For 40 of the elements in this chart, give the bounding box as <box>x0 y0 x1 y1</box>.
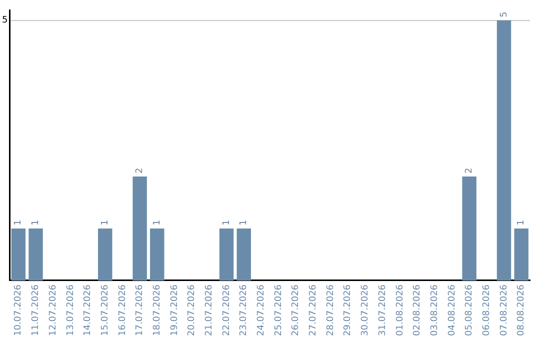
x-tick-label: 05.08.2026 <box>464 284 475 336</box>
x-tick-label: 10.07.2026 <box>14 284 24 336</box>
x-tick-label: 26.07.2026 <box>291 284 302 336</box>
x-tick-label: 01.08.2026 <box>395 284 406 336</box>
x-tick-label: 06.08.2026 <box>482 284 492 336</box>
data-label: 1 <box>516 220 527 226</box>
x-tick-label: 02.08.2026 <box>412 284 423 336</box>
x-tick-label: 28.07.2026 <box>326 284 336 336</box>
x-tick-label: 22.07.2026 <box>222 284 232 336</box>
x-tick-label: 12.07.2026 <box>48 284 58 336</box>
x-tick-label: 13.07.2026 <box>66 284 76 336</box>
x-tick-label: 16.07.2026 <box>118 284 128 336</box>
x-tick-label: 25.07.2026 <box>274 284 284 336</box>
x-tick-label: 03.08.2026 <box>430 284 440 336</box>
x-tick-label: 14.07.2026 <box>83 284 94 336</box>
x-tick-label: 24.07.2026 <box>256 284 267 336</box>
data-label: 2 <box>135 168 146 174</box>
data-label: 1 <box>222 220 232 226</box>
x-tick-label: 08.08.2026 <box>516 284 527 336</box>
x-tick-label: 29.07.2026 <box>343 284 354 336</box>
x-tick-label: 19.07.2026 <box>170 284 180 336</box>
x-tick-label: 30.07.2026 <box>360 284 371 336</box>
x-tick-label: 18.07.2026 <box>152 284 162 336</box>
x-tick-label: 15.07.2026 <box>100 284 110 336</box>
x-tick-label: 20.07.2026 <box>187 284 198 336</box>
x-tick-label: 21.07.2026 <box>204 284 215 336</box>
x-tick-label: 27.07.2026 <box>308 284 319 336</box>
x-tick-label: 04.08.2026 <box>447 284 458 336</box>
data-label: 1 <box>14 220 24 226</box>
x-tick-label: 31.07.2026 <box>378 284 388 336</box>
x-tick-label: 23.07.2026 <box>239 284 250 336</box>
data-label: 1 <box>100 220 110 226</box>
data-label: 1 <box>239 220 250 226</box>
x-tick-label: 07.08.2026 <box>499 284 510 336</box>
data-label: 1 <box>31 220 42 226</box>
data-label: 2 <box>464 168 475 174</box>
data-label: 1 <box>152 220 162 226</box>
x-tick-label: 17.07.2026 <box>135 284 146 336</box>
x-tick-label: 11.07.2026 <box>31 284 42 336</box>
data-label: 5 <box>499 12 510 18</box>
